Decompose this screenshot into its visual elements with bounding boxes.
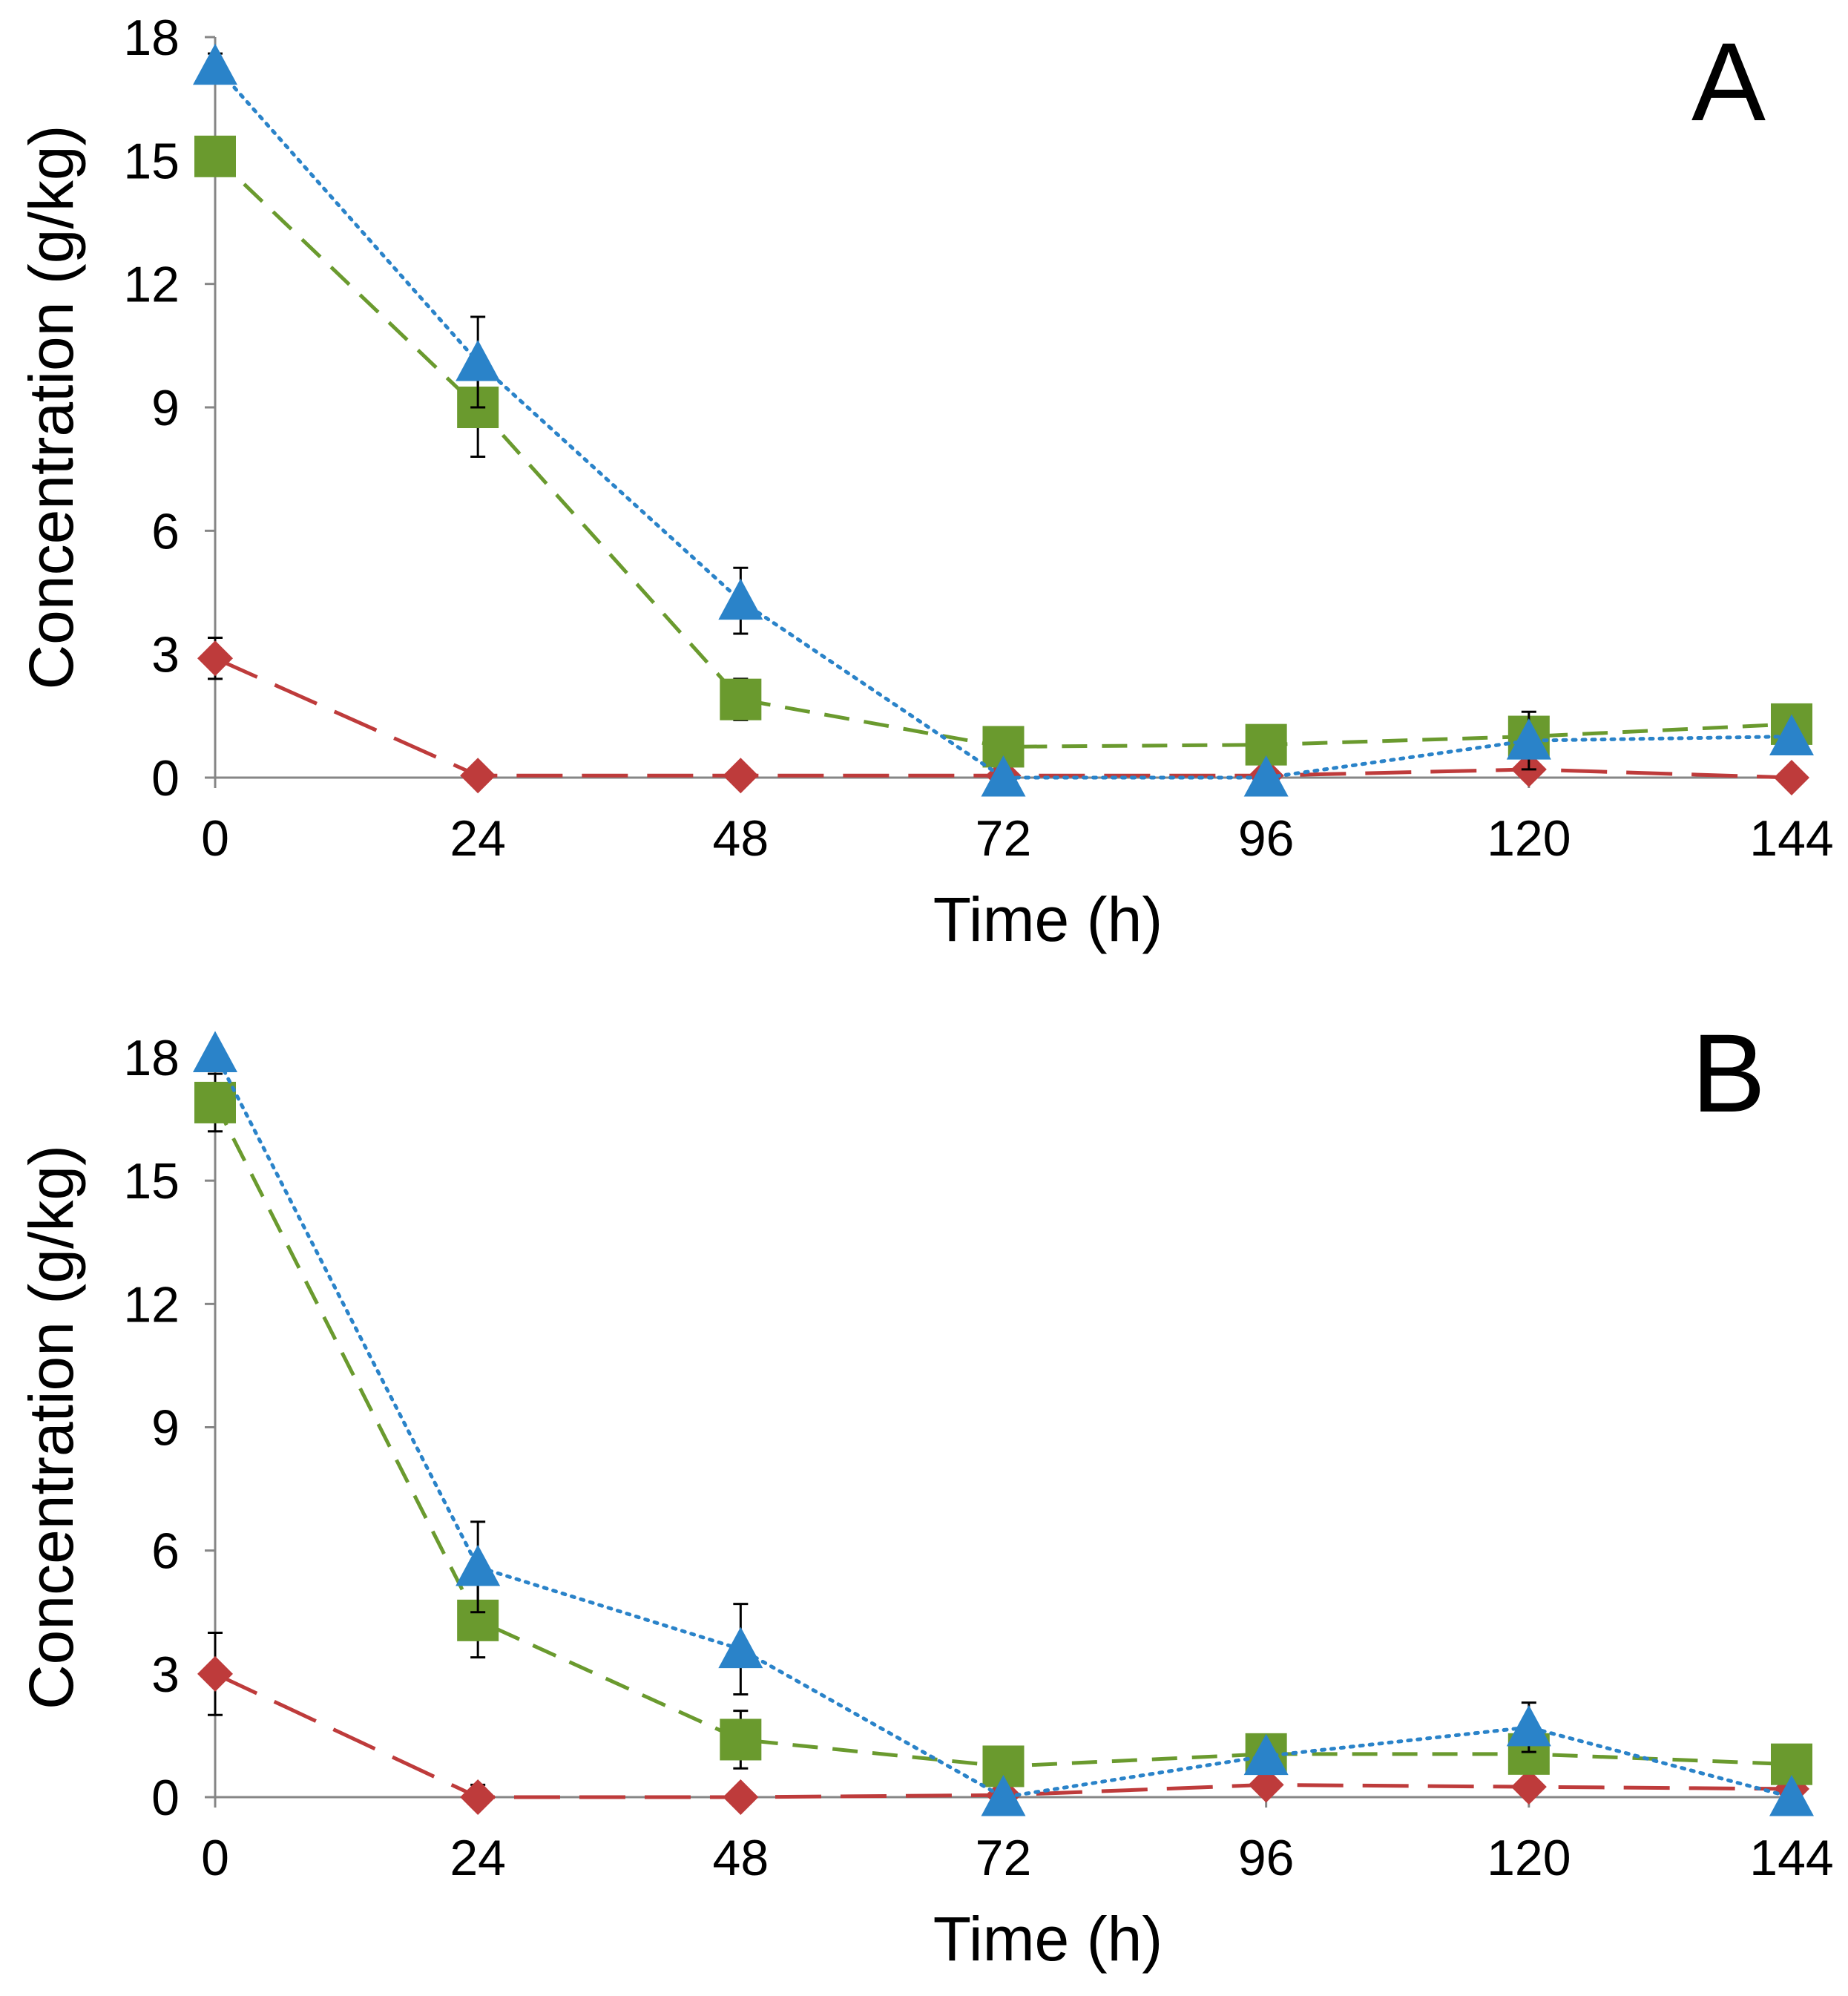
y-tick-label: 0 bbox=[151, 1770, 180, 1826]
data-point-square bbox=[720, 1718, 762, 1761]
data-point-triangle bbox=[1506, 718, 1551, 760]
y-tick-label: 18 bbox=[123, 1030, 180, 1086]
data-point-triangle bbox=[981, 755, 1026, 797]
x-tick-label: 96 bbox=[1238, 1830, 1295, 1886]
data-point-triangle bbox=[193, 43, 237, 85]
x-axis-title: Time (h) bbox=[933, 1904, 1163, 1974]
data-point-diamond bbox=[723, 758, 759, 794]
y-tick-label: 6 bbox=[151, 1523, 180, 1580]
y-tick-label: 15 bbox=[123, 1153, 180, 1209]
panel-b: 0 24 48 72 96 120 144 0 3 6 9 12 15 18 Time (h) Concent… bbox=[16, 1011, 1834, 1974]
x-tick-label: 0 bbox=[201, 1830, 229, 1886]
x-tick-label: 96 bbox=[1238, 810, 1295, 867]
data-point-triangle bbox=[456, 340, 501, 381]
y-tick-label: 6 bbox=[151, 503, 180, 559]
series-line bbox=[213, 1101, 1792, 1768]
y-tick-label: 9 bbox=[151, 1400, 180, 1457]
x-tick-label: 72 bbox=[976, 1830, 1032, 1886]
data-point-diamond bbox=[1510, 1769, 1547, 1805]
data-point-triangle bbox=[718, 578, 763, 620]
panel-a: 0 24 48 72 96 120 144 0 3 6 9 12 15 18 Time (h) Concent… bbox=[16, 10, 1834, 954]
series-line bbox=[214, 154, 1792, 749]
y-tick-label: 9 bbox=[151, 380, 180, 436]
data-point-square bbox=[720, 678, 762, 720]
data-point-diamond bbox=[197, 640, 233, 677]
x-tick-label: 48 bbox=[713, 1830, 769, 1886]
data-point-diamond bbox=[460, 1779, 496, 1815]
data-point-diamond bbox=[197, 1655, 233, 1692]
data-point-square bbox=[194, 1081, 236, 1123]
data-point-triangle bbox=[456, 1544, 501, 1586]
data-point-diamond bbox=[723, 1779, 759, 1815]
y-tick-label: 0 bbox=[151, 750, 180, 807]
data-point-triangle bbox=[1769, 1775, 1814, 1816]
series-triangle bbox=[193, 1031, 1814, 1816]
series-square bbox=[194, 135, 1812, 768]
x-tick-label: 72 bbox=[976, 810, 1032, 867]
y-tick-label: 12 bbox=[123, 1276, 180, 1333]
x-tick-label: 0 bbox=[201, 810, 229, 867]
x-tick-label: 144 bbox=[1749, 1830, 1833, 1886]
y-axis-title: Concentration (g/kg) bbox=[16, 1145, 86, 1710]
y-axis-title: Concentration (g/kg) bbox=[16, 125, 86, 689]
panel-label: B bbox=[1691, 1011, 1766, 1135]
data-point-diamond bbox=[1248, 1767, 1284, 1803]
series-triangle bbox=[193, 43, 1814, 797]
x-tick-label: 48 bbox=[713, 810, 769, 867]
panel-label: A bbox=[1691, 19, 1766, 144]
x-tick-label: 144 bbox=[1749, 810, 1833, 867]
data-point-triangle bbox=[718, 1626, 763, 1669]
y-tick-label: 3 bbox=[151, 1647, 180, 1703]
data-point-triangle bbox=[981, 1775, 1026, 1816]
data-point-diamond bbox=[460, 758, 496, 794]
series-line bbox=[213, 1051, 1794, 1799]
x-tick-label: 24 bbox=[450, 810, 506, 867]
series-line bbox=[213, 64, 1794, 780]
x-tick-label: 120 bbox=[1487, 810, 1571, 867]
x-axis-title: Time (h) bbox=[933, 884, 1163, 954]
y-tick-label: 3 bbox=[151, 627, 180, 683]
data-point-diamond bbox=[1774, 760, 1809, 795]
data-point-square bbox=[194, 135, 236, 177]
y-tick-label: 15 bbox=[123, 133, 180, 189]
y-tick-label: 12 bbox=[123, 257, 180, 313]
data-point-triangle bbox=[1243, 755, 1289, 797]
x-tick-label: 120 bbox=[1487, 1830, 1571, 1886]
data-point-triangle bbox=[1506, 1704, 1551, 1747]
data-point-triangle bbox=[1769, 714, 1814, 756]
data-point-triangle bbox=[1243, 1733, 1289, 1776]
series-square bbox=[194, 1072, 1812, 1787]
y-tick-label: 18 bbox=[123, 10, 180, 66]
x-tick-label: 24 bbox=[450, 1830, 506, 1886]
data-point-triangle bbox=[193, 1031, 237, 1072]
